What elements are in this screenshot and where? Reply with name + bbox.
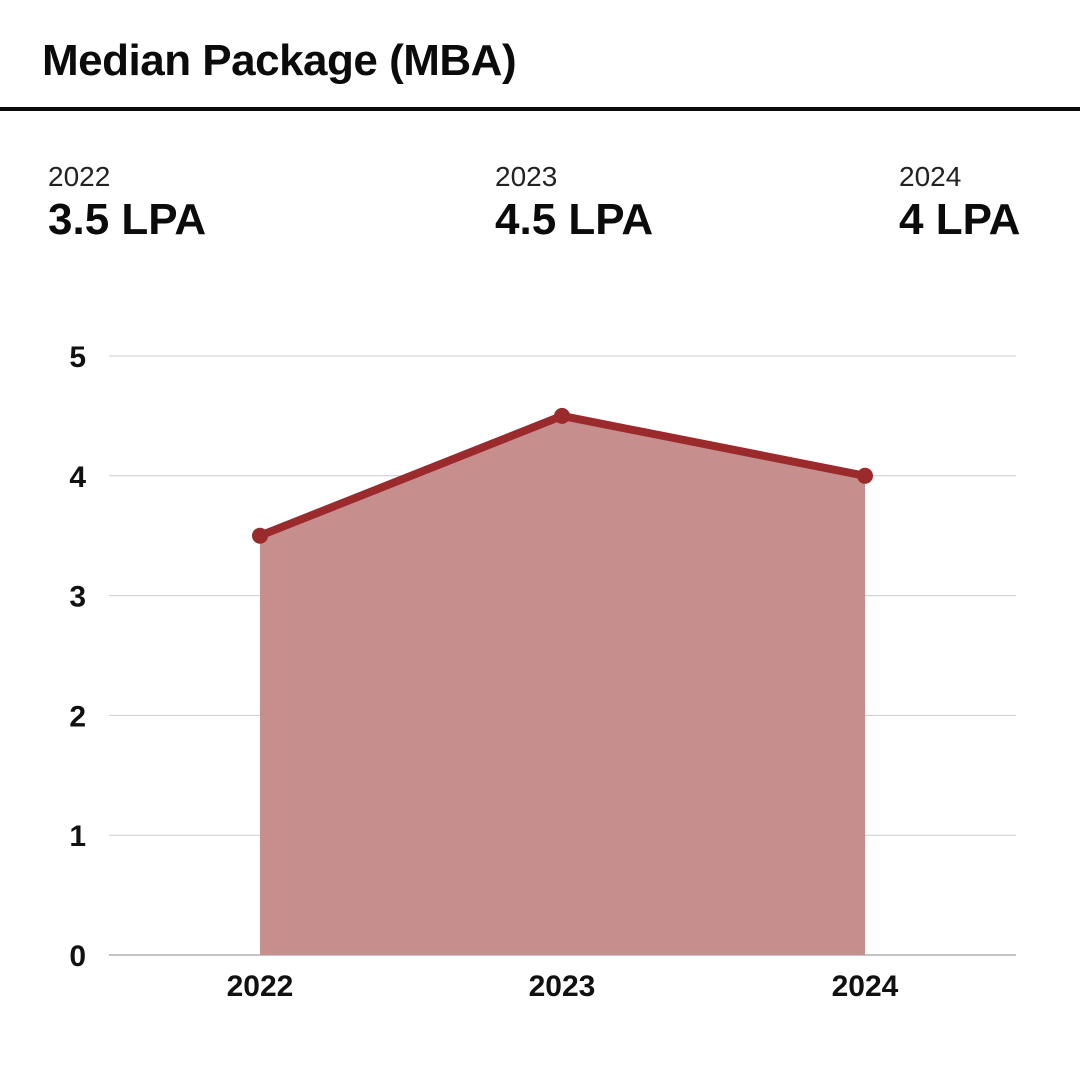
stat-year: 2022 — [48, 161, 111, 192]
y-tick-label: 0 — [69, 940, 86, 973]
y-tick-label: 1 — [69, 820, 86, 853]
x-tick-label: 2023 — [529, 970, 596, 1003]
data-points — [252, 407, 873, 544]
stat-value: 3.5 LPA — [48, 195, 207, 244]
area-fill-layer — [260, 415, 865, 955]
data-point — [857, 467, 873, 484]
x-tick-label: 2022 — [227, 970, 294, 1003]
page-title: Median Package (MBA) — [42, 36, 517, 85]
y-tick-label: 4 — [69, 461, 86, 494]
stat-year: 2023 — [495, 161, 558, 192]
y-axis-ticks: 0 1 2 3 4 5 — [69, 341, 86, 973]
stat-year: 2024 — [899, 161, 962, 192]
x-axis-ticks: 2022 2023 2024 — [227, 970, 899, 1003]
y-tick-label: 2 — [69, 700, 86, 733]
stat-value: 4.5 LPA — [495, 195, 654, 244]
data-point — [554, 407, 570, 424]
data-point — [252, 527, 268, 544]
stat-card-2022: 2022 3.5 LPA — [48, 160, 206, 246]
stat-card-2024: 2024 4 LPA — [899, 160, 1020, 246]
title-divider — [0, 107, 1080, 111]
x-tick-label: 2024 — [832, 970, 899, 1003]
y-tick-label: 5 — [69, 341, 86, 374]
series-area — [260, 415, 865, 955]
stat-card-2023: 2023 4.5 LPA — [495, 160, 653, 246]
y-tick-label: 3 — [69, 581, 86, 614]
stat-value: 4 LPA — [899, 195, 1021, 244]
